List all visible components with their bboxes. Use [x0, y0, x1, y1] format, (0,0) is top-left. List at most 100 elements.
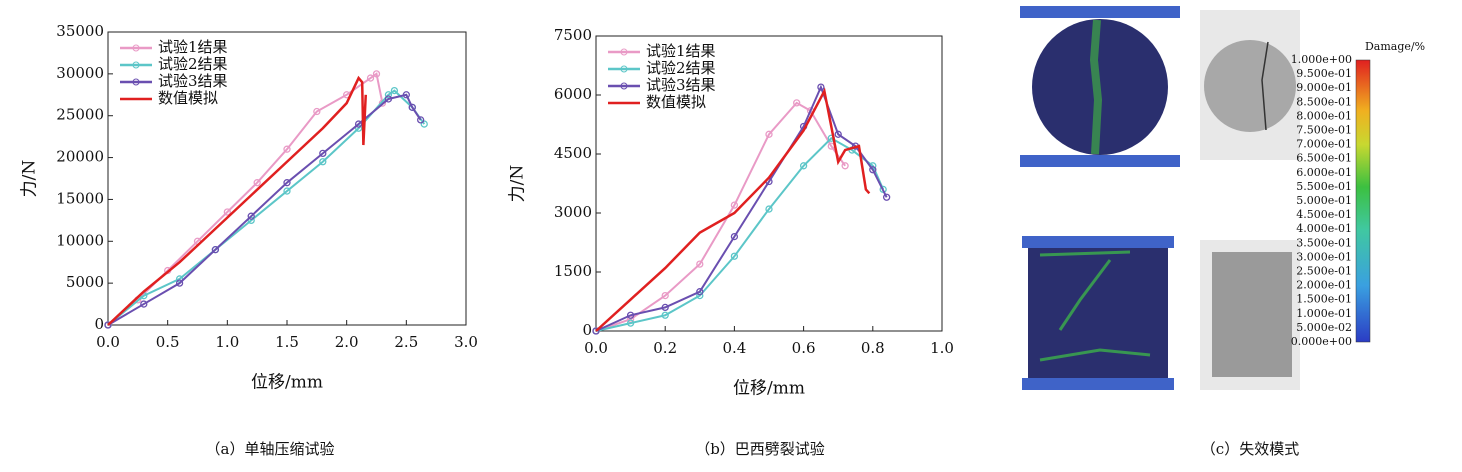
point: [841, 162, 849, 170]
x-tick-label: 0.8: [861, 339, 885, 357]
point: [661, 303, 669, 312]
legend-label: 数值模拟: [646, 93, 706, 111]
colorbar-label: 9.000e-01: [1296, 81, 1352, 94]
point: [384, 91, 393, 99]
x-tick-label: 3.0: [454, 333, 478, 351]
point: [661, 311, 669, 319]
colorbar: [1355, 59, 1371, 343]
point: [661, 291, 669, 300]
x-axis-label: 位移/mm: [733, 379, 805, 399]
x-tick-label: 1.5: [275, 333, 299, 351]
point: [696, 288, 704, 296]
point: [592, 327, 600, 335]
legend-label: 试验2结果: [646, 59, 716, 77]
legend-label: 试验3结果: [646, 76, 716, 94]
point: [696, 260, 704, 268]
point: [408, 103, 416, 111]
colorbar-label: 1.000e-01: [1296, 307, 1352, 320]
point: [366, 74, 375, 82]
point: [765, 205, 773, 213]
y-tick-label: 20000: [56, 148, 104, 166]
x-tick-label: 0.0: [584, 339, 608, 357]
point: [372, 70, 381, 78]
legend-label: 数值模拟: [158, 89, 218, 107]
series-line: [107, 93, 422, 326]
colorbar-label: 1.000e+00: [1291, 53, 1352, 66]
point: [420, 120, 428, 128]
point: [869, 166, 877, 174]
y-tick-label: 1500: [554, 262, 592, 280]
point: [390, 86, 399, 95]
colorbar-label: 8.500e-01: [1296, 95, 1352, 108]
series-line: [595, 137, 885, 332]
point: [354, 120, 363, 128]
disc-photo: [1200, 10, 1300, 160]
legend-marker: [620, 65, 628, 73]
point: [402, 91, 410, 99]
point: [104, 321, 112, 329]
colorbar-title: Damage/%: [1365, 40, 1425, 53]
point: [799, 162, 808, 170]
series-line: [595, 101, 846, 332]
x-tick-label: 1.0: [215, 333, 239, 351]
point: [817, 83, 825, 91]
colorbar-label: 2.500e-01: [1296, 265, 1352, 278]
y-tick-label: 10000: [56, 231, 104, 249]
colorbar-label: 5.000e-02: [1296, 321, 1352, 334]
y-tick-label: 5000: [66, 273, 104, 291]
legend-marker: [620, 82, 628, 90]
legend-marker: [620, 48, 628, 56]
series-line: [107, 89, 426, 326]
point: [223, 208, 231, 216]
y-tick-label: 6000: [554, 85, 592, 103]
colorbar-label: 6.000e-01: [1296, 166, 1352, 179]
y-tick-label: 0: [582, 321, 592, 339]
series-line: [595, 84, 888, 332]
legend-marker: [132, 78, 140, 86]
x-tick-label: 2.5: [394, 333, 418, 351]
point: [319, 158, 327, 166]
legend-marker: [132, 44, 140, 52]
x-axis-label: 位移/mm: [251, 373, 323, 393]
legend-label: 试验1结果: [646, 42, 716, 60]
point: [384, 95, 393, 103]
point: [765, 130, 773, 138]
point: [626, 319, 635, 327]
x-tick-label: 1.0: [930, 339, 954, 357]
x-tick-label: 2.0: [335, 333, 359, 351]
point: [140, 300, 148, 308]
x-tick-label: 0.0: [96, 333, 120, 351]
point: [730, 232, 739, 241]
legend-marker: [132, 61, 140, 69]
colorbar-label: 9.500e-01: [1296, 67, 1352, 80]
x-tick-label: 0.4: [722, 339, 746, 357]
legend-label: 试验1结果: [158, 38, 228, 56]
y-axis-label: 力/N: [20, 160, 40, 198]
point: [211, 246, 220, 254]
point: [283, 145, 291, 153]
point: [882, 193, 891, 201]
y-tick-label: 35000: [56, 22, 104, 40]
colorbar-label: 6.500e-01: [1296, 152, 1352, 165]
x-tick-label: 0.6: [792, 339, 816, 357]
y-tick-label: 7500: [554, 26, 592, 44]
caption: （a）单轴压缩试验: [206, 440, 335, 458]
point: [313, 107, 321, 116]
plot-frame: [595, 35, 943, 332]
y-tick-label: 25000: [56, 106, 104, 124]
point: [253, 179, 261, 187]
colorbar-label: 7.500e-01: [1296, 124, 1352, 137]
cube-simulation: [1022, 236, 1174, 390]
colorbar-label: 2.000e-01: [1296, 279, 1352, 292]
point: [283, 179, 291, 187]
point: [319, 149, 327, 158]
point: [417, 116, 425, 124]
colorbar-label: 0.000e+00: [1291, 335, 1352, 348]
legend-label: 试验3结果: [158, 72, 228, 90]
point: [834, 130, 842, 138]
y-tick-label: 15000: [56, 189, 104, 207]
y-axis-label: 力/N: [508, 165, 528, 203]
colorbar-label: 7.000e-01: [1296, 138, 1352, 151]
colorbar-label: 4.500e-01: [1296, 208, 1352, 221]
point: [626, 311, 635, 319]
